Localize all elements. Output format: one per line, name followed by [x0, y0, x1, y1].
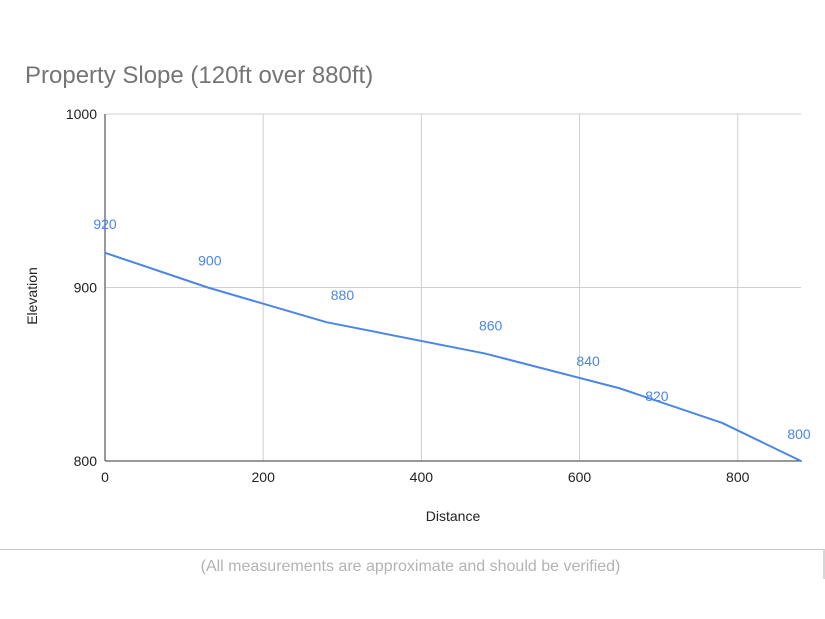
data-label: 820 [645, 388, 669, 404]
series-elevation [104, 251, 802, 462]
y-axis-label: Elevation [24, 267, 40, 325]
footer-divider [0, 549, 825, 550]
footer-edge [823, 549, 825, 579]
x-tick-label: 400 [410, 469, 434, 485]
grid-lines [105, 113, 801, 461]
x-axis-label: Distance [426, 508, 481, 524]
x-tick-label: 0 [101, 469, 109, 485]
data-label: 860 [479, 317, 503, 333]
data-label: 840 [576, 353, 600, 369]
x-tick-label: 800 [726, 469, 750, 485]
tick-labels: 800 900 1000 0 200 400 600 800 [66, 106, 750, 485]
axes [104, 114, 801, 462]
y-tick-label: 800 [74, 453, 98, 469]
footer-note: (All measurements are approximate and sh… [200, 558, 621, 575]
y-tick-label: 1000 [66, 106, 97, 122]
chart-title: Property Slope (120ft over 880ft) [25, 62, 374, 89]
x-tick-label: 200 [252, 469, 276, 485]
y-tick-label: 900 [74, 280, 98, 296]
data-label: 900 [198, 253, 222, 269]
series-line [104, 251, 802, 462]
data-label: 800 [787, 426, 811, 442]
x-tick-label: 600 [568, 469, 592, 485]
data-label: 920 [93, 216, 117, 232]
data-labels: 920 900 880 860 840 820 800 [93, 216, 811, 442]
data-label: 880 [331, 287, 355, 303]
